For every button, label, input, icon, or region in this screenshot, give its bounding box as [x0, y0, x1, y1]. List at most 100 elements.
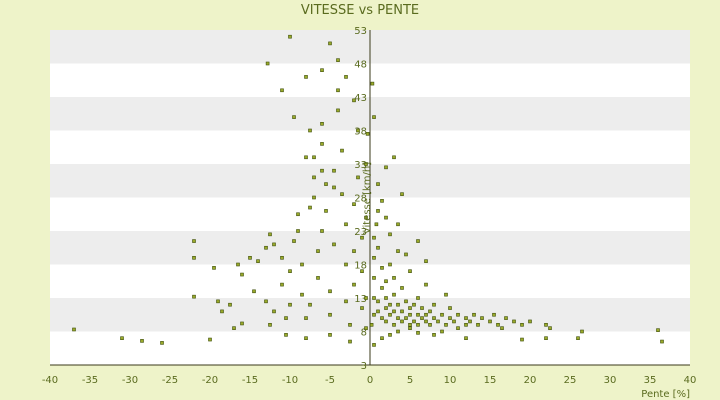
data-point	[376, 309, 380, 314]
data-point	[352, 98, 356, 103]
data-point	[268, 232, 272, 237]
x-tick-label: -10	[282, 375, 298, 386]
data-point	[432, 333, 436, 337]
data-point	[448, 306, 452, 310]
data-point	[304, 155, 308, 160]
y-tick-label: 43	[354, 93, 367, 104]
data-point	[232, 326, 236, 330]
data-point	[320, 68, 324, 72]
data-point	[408, 312, 412, 317]
data-point	[384, 165, 388, 170]
data-point	[400, 286, 404, 290]
data-point	[380, 199, 384, 203]
data-point	[332, 168, 336, 173]
data-points	[72, 34, 664, 347]
data-point	[320, 168, 324, 173]
data-point	[328, 289, 332, 294]
y-axis-label: Vitesse [km/h]	[362, 162, 373, 234]
data-point	[272, 242, 276, 247]
data-point	[380, 316, 384, 320]
data-point	[472, 312, 476, 317]
data-point	[252, 289, 256, 294]
data-point	[428, 309, 432, 314]
data-point	[456, 326, 460, 330]
data-point	[140, 339, 144, 343]
data-point	[320, 142, 324, 146]
data-point	[400, 319, 404, 324]
data-point	[520, 322, 524, 327]
data-point	[384, 279, 388, 284]
data-point	[392, 292, 396, 297]
data-point	[336, 88, 340, 93]
x-tick-label: 5	[407, 375, 413, 386]
data-point	[356, 175, 360, 180]
data-point	[284, 333, 288, 337]
data-point	[408, 326, 412, 330]
data-point	[392, 322, 396, 327]
data-point	[528, 319, 532, 324]
data-point	[344, 222, 348, 227]
data-point	[428, 322, 432, 327]
data-point	[265, 61, 270, 66]
x-tick-label: 40	[684, 375, 697, 386]
data-point	[384, 296, 388, 300]
y-tick-label: 23	[354, 227, 367, 238]
x-tick-label: -30	[122, 375, 138, 386]
data-point	[388, 302, 392, 307]
data-point	[248, 255, 252, 260]
data-point	[328, 41, 332, 46]
data-point	[296, 212, 300, 217]
data-point	[332, 185, 336, 190]
y-tick-label: 38	[354, 127, 367, 138]
data-point	[316, 249, 320, 253]
data-point	[408, 306, 412, 310]
data-point	[348, 339, 352, 344]
data-point	[384, 306, 388, 310]
data-point	[392, 155, 396, 160]
data-point	[388, 262, 392, 267]
data-point	[504, 316, 508, 320]
data-point	[360, 235, 364, 240]
data-point	[456, 312, 460, 317]
data-point	[268, 322, 272, 327]
data-point	[376, 182, 380, 186]
x-tick-label: -5	[325, 375, 335, 386]
data-point	[340, 192, 344, 196]
data-point	[380, 286, 384, 290]
data-point	[364, 296, 368, 300]
data-point	[396, 302, 400, 307]
data-point	[328, 333, 332, 337]
data-point	[364, 215, 368, 220]
data-point	[288, 302, 292, 307]
data-point	[308, 205, 312, 210]
data-point	[324, 182, 328, 186]
data-point	[264, 299, 268, 304]
data-point	[372, 255, 376, 260]
data-point	[404, 299, 408, 304]
data-point	[272, 309, 276, 314]
data-point	[344, 75, 348, 79]
data-point	[300, 262, 304, 267]
x-tick-label: -25	[162, 375, 178, 386]
data-point	[400, 309, 404, 314]
x-tick-label: 10	[444, 375, 457, 386]
data-point	[240, 321, 244, 326]
data-point	[420, 306, 424, 310]
data-point	[500, 326, 504, 330]
data-point	[400, 192, 404, 196]
data-point	[384, 319, 388, 324]
data-point	[388, 312, 392, 317]
data-point	[416, 296, 420, 300]
data-point	[280, 282, 284, 287]
data-point	[304, 75, 308, 79]
x-tick-label: -20	[202, 375, 218, 386]
axes	[50, 30, 690, 366]
data-point	[320, 122, 324, 126]
data-point	[468, 319, 472, 324]
data-point	[356, 128, 360, 133]
data-point	[424, 319, 428, 324]
x-tick-label: 25	[564, 375, 577, 386]
data-point	[344, 299, 348, 304]
data-point	[396, 249, 400, 253]
